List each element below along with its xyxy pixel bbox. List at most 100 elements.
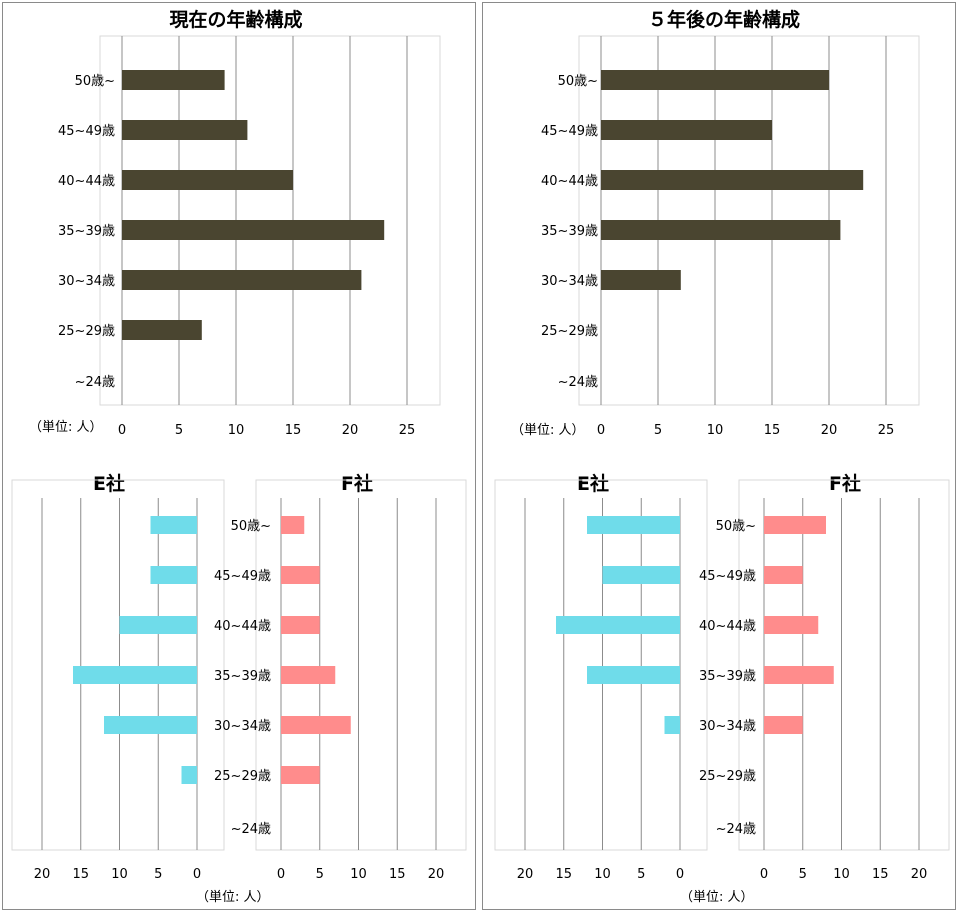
x-tick-label: 5 — [637, 867, 645, 882]
x-tick-label: 10 — [228, 423, 245, 438]
category-label: 25~29歳 — [541, 324, 598, 339]
x-tick-label: 20 — [428, 867, 445, 882]
category-label: 50歳~ — [75, 74, 115, 89]
category-label: 30~34歳 — [214, 719, 271, 734]
bar — [281, 766, 320, 784]
plot-area — [11, 479, 225, 851]
bar — [601, 70, 829, 90]
bar — [764, 716, 803, 734]
category-label: 35~39歳 — [699, 669, 756, 684]
chart-title: ５年後の年齢構成 — [648, 8, 800, 31]
x-tick-label: 0 — [193, 867, 201, 882]
category-label: 50歳~ — [716, 519, 756, 534]
x-tick-label: 15 — [764, 423, 781, 438]
bar — [764, 666, 834, 684]
x-tick-label: 15 — [72, 867, 89, 882]
bar — [602, 566, 680, 584]
category-label: 40~44歳 — [699, 619, 756, 634]
x-tick-label: 20 — [342, 423, 359, 438]
category-label: 45~49歳 — [699, 569, 756, 584]
x-tick-label: 10 — [594, 867, 611, 882]
category-label: ~24歳 — [558, 375, 598, 390]
bar — [601, 220, 841, 240]
category-label: 45~49歳 — [541, 124, 598, 139]
x-tick-label: 20 — [517, 867, 534, 882]
bar — [764, 616, 819, 634]
category-label: 30~34歳 — [541, 274, 598, 289]
category-label: 50歳~ — [558, 74, 598, 89]
x-tick-label: 5 — [654, 423, 662, 438]
bar — [122, 170, 293, 190]
category-label: 35~39歳 — [58, 224, 115, 239]
bar — [122, 220, 385, 240]
plot-area — [255, 479, 467, 851]
category-label: 25~29歳 — [214, 769, 271, 784]
bar — [281, 666, 336, 684]
unit-label: （単位: 人） — [196, 889, 270, 905]
x-tick-label: 0 — [118, 423, 126, 438]
x-tick-label: 20 — [34, 867, 51, 882]
plot-area — [578, 35, 920, 406]
unit-label: （単位: 人） — [680, 889, 754, 905]
x-tick-label: 0 — [676, 867, 684, 882]
category-label: 50歳~ — [231, 519, 271, 534]
x-tick-label: 5 — [154, 867, 162, 882]
x-tick-label: 15 — [872, 867, 889, 882]
x-tick-label: 15 — [555, 867, 572, 882]
category-label: 25~29歳 — [58, 324, 115, 339]
chart-title: E社 — [93, 472, 125, 495]
bar — [150, 566, 197, 584]
category-label: 40~44歳 — [214, 619, 271, 634]
plot-area — [99, 35, 441, 406]
chart-title: F社 — [829, 472, 861, 495]
x-tick-label: 0 — [277, 867, 285, 882]
category-label: 25~29歳 — [699, 769, 756, 784]
bar — [764, 566, 803, 584]
category-label: 45~49歳 — [58, 124, 115, 139]
bar — [181, 766, 197, 784]
bar — [122, 320, 202, 340]
bar — [281, 566, 320, 584]
x-tick-label: 10 — [707, 423, 724, 438]
bar — [587, 516, 680, 534]
category-label: 35~39歳 — [214, 669, 271, 684]
x-tick-label: 25 — [878, 423, 895, 438]
x-tick-label: 15 — [389, 867, 406, 882]
unit-label: （単位: 人） — [29, 419, 103, 435]
category-label: 40~44歳 — [58, 174, 115, 189]
x-tick-label: 10 — [833, 867, 850, 882]
category-label: 45~49歳 — [214, 569, 271, 584]
bar — [601, 170, 864, 190]
bar — [764, 516, 826, 534]
bar — [281, 616, 320, 634]
bar — [664, 716, 680, 734]
bar — [73, 666, 197, 684]
chart-title: 現在の年齢構成 — [169, 8, 302, 31]
bar — [601, 270, 681, 290]
chart-title: E社 — [577, 472, 609, 495]
bar — [122, 270, 362, 290]
bar — [601, 120, 772, 140]
bar — [122, 120, 248, 140]
plot-area — [494, 479, 708, 851]
x-tick-label: 10 — [350, 867, 367, 882]
plot-area — [738, 479, 950, 851]
bar — [587, 666, 680, 684]
bar — [281, 716, 351, 734]
x-tick-label: 5 — [175, 423, 183, 438]
panel-five-years-later — [482, 2, 956, 910]
x-tick-label: 0 — [760, 867, 768, 882]
x-tick-label: 5 — [316, 867, 324, 882]
category-label: ~24歳 — [75, 375, 115, 390]
bar — [281, 516, 305, 534]
bar — [122, 70, 225, 90]
category-label: ~24歳 — [231, 822, 271, 837]
x-tick-label: 5 — [799, 867, 807, 882]
bar — [104, 716, 197, 734]
x-tick-label: 0 — [597, 423, 605, 438]
x-tick-label: 20 — [821, 423, 838, 438]
bar — [150, 516, 197, 534]
category-label: 30~34歳 — [58, 274, 115, 289]
bar — [119, 616, 197, 634]
